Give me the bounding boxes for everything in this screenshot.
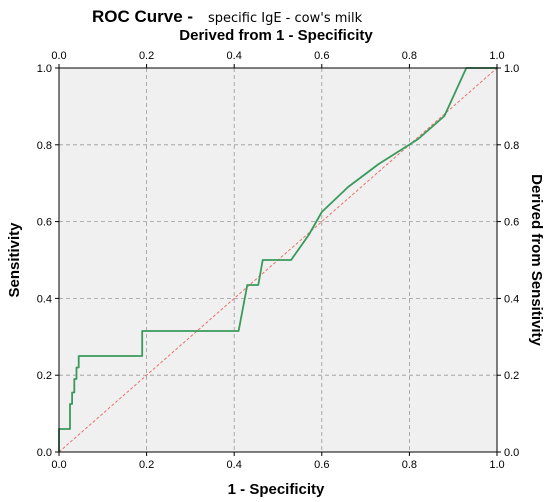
y-tick-label: 1.0: [37, 63, 52, 75]
y-tick-label: 0.8: [37, 140, 52, 152]
x-tick-label: 0.4: [227, 459, 242, 471]
axis-ticks: 0.00.00.20.20.40.40.60.60.80.81.01.00.0 0…: [37, 50, 520, 471]
top-tick-label: 0.4: [227, 50, 242, 62]
y-tick-label: 0.0: [37, 447, 52, 459]
y-axis-title: Sensitivity: [6, 222, 23, 298]
right-tick-label: 0.0: [504, 447, 519, 459]
right-axis-title: Derived from Sensitivity: [528, 174, 545, 346]
roc-curve-layer: [58, 67, 497, 452]
y-tick-label: 0.4: [37, 293, 52, 305]
top-tick-label: 1.0: [489, 50, 504, 62]
y-tick-label: 0.6: [37, 217, 52, 229]
top-tick-label: 0.8: [402, 50, 417, 62]
chart-title-main: ROC Curve -: [92, 7, 193, 26]
x-axis-title: 1 - Specificity: [228, 481, 325, 498]
x-tick-label: 0.0: [51, 459, 66, 471]
x-tick-label: 0.2: [139, 459, 154, 471]
y-tick-label: 0.2: [37, 370, 52, 382]
roc-curve-line: [58, 67, 497, 452]
right-tick-label: 1.0: [504, 63, 519, 75]
chart-title-sub: specific IgE - cow's milk: [208, 11, 363, 26]
chart-title: ROC Curve - specific IgE - cow's milk: [92, 7, 363, 26]
top-tick-label: 0.2: [139, 50, 154, 62]
top-axis-title: Derived from 1 - Specificity: [179, 27, 373, 44]
x-tick-label: 1.0: [489, 459, 504, 471]
x-tick-label: 0.8: [402, 459, 417, 471]
top-tick-label: 0.0: [51, 50, 66, 62]
right-tick-label: 0.2: [504, 370, 519, 382]
right-tick-label: 0.8: [504, 140, 519, 152]
right-tick-label: 0.4: [504, 293, 519, 305]
x-tick-label: 0.6: [314, 459, 329, 471]
plot-frame: [58, 67, 498, 453]
top-tick-label: 0.6: [314, 50, 329, 62]
right-tick-label: 0.6: [504, 217, 519, 229]
grid: [59, 68, 497, 452]
